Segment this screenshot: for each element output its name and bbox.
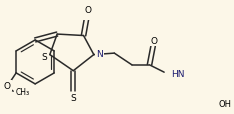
Text: S: S xyxy=(70,93,76,102)
Text: OH: OH xyxy=(219,99,232,108)
Text: HN: HN xyxy=(172,70,185,78)
Text: N: N xyxy=(96,49,103,58)
Text: CH₃: CH₃ xyxy=(15,88,29,97)
Text: O: O xyxy=(84,6,91,15)
Text: S: S xyxy=(41,52,47,61)
Text: O: O xyxy=(4,81,11,90)
Text: O: O xyxy=(150,37,157,46)
